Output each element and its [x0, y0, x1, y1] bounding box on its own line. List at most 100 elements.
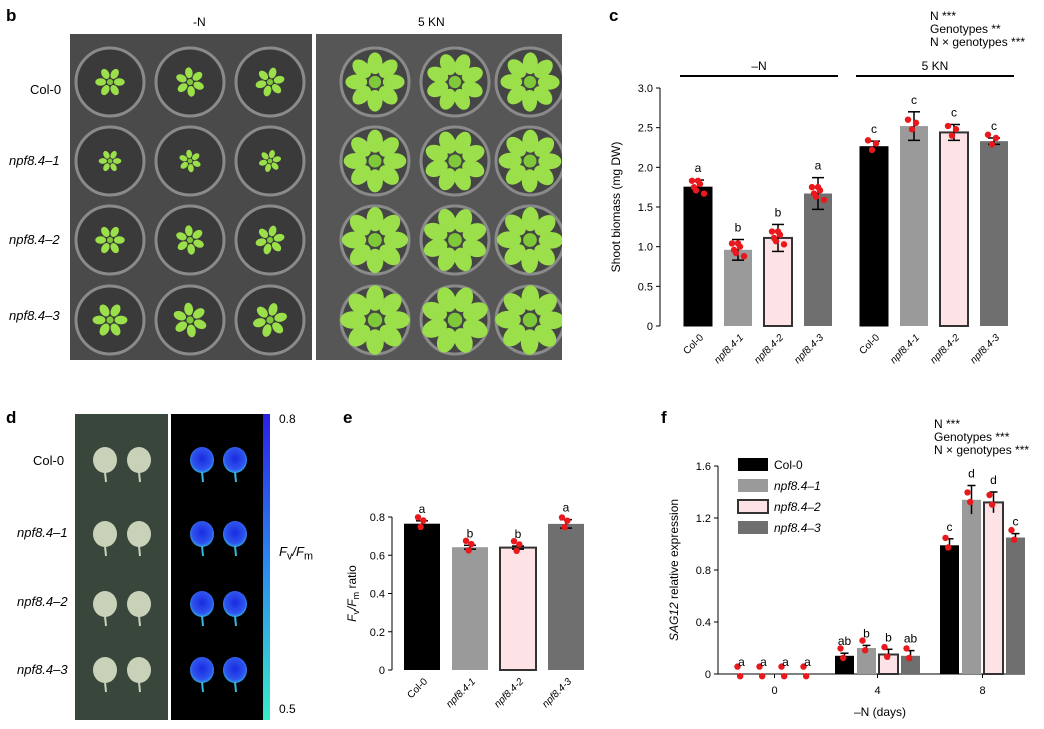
rosette-leaf	[366, 206, 384, 232]
chart-f-bar	[983, 501, 1004, 676]
chart-f-y-tick-label: 0	[705, 669, 711, 681]
chart-f-sig-letter: a	[738, 655, 745, 669]
rosette-center	[523, 233, 537, 247]
chart-f-legend-label: npf8.4–3	[774, 521, 821, 535]
chart-f-y-tick-label: 0.8	[696, 565, 711, 577]
panel-b-condition-minus-n: -N	[193, 15, 206, 29]
chart-c-sig-letter: c	[911, 93, 917, 107]
chart-c-group-label: 5 KN	[922, 59, 949, 73]
rosette-leaf	[422, 318, 447, 338]
fluorescent-petiole	[234, 681, 237, 693]
rosette-leaf	[103, 150, 110, 159]
rosette-leaf	[507, 85, 526, 105]
panel-d-row-label-npf3: npf8.4–3	[17, 662, 68, 677]
chart-f-x-tick-label: 0	[771, 685, 777, 697]
rosette-leaf	[539, 311, 562, 330]
fluorescent-petiole	[234, 471, 237, 483]
rosette-leaf	[101, 68, 110, 79]
rosette-leaf	[379, 244, 401, 266]
fluorescent-leaf	[190, 447, 214, 473]
chart-e-sig-letter: a	[563, 501, 570, 515]
fluorescent-petiole	[201, 681, 204, 693]
chart-e-data-point	[414, 514, 422, 521]
rosette-leaf	[256, 306, 268, 318]
rosette-leaf	[193, 308, 205, 319]
rosette-leaf	[110, 85, 119, 96]
rosette-leaf	[191, 153, 200, 161]
chart-f-data-point	[861, 647, 869, 654]
rosette-leaf	[521, 206, 539, 232]
fluorescent-leaf	[223, 447, 247, 473]
panel-d-row-label-npf1: npf8.4–1	[17, 525, 68, 540]
chart-c-x-tick-label: npf8.4-3	[968, 332, 1002, 366]
rosette-center	[266, 78, 274, 86]
chart-c-x-tick-label: npf8.4-1	[712, 332, 746, 366]
rosette-leaf	[263, 243, 272, 255]
rosette-leaf	[187, 163, 194, 173]
rosette-leaf	[453, 328, 473, 353]
rosette-leaf	[522, 89, 538, 112]
chart-c-data-point	[700, 190, 708, 197]
chart-e-y-tick-label: 0.2	[370, 627, 385, 639]
rosette-leaf	[187, 85, 195, 97]
rosette-leaf	[496, 231, 522, 249]
chart-f-sig-letter: b	[885, 630, 892, 644]
rosette-leaf	[114, 315, 128, 325]
chart-c-y-tick-label: 1.0	[638, 242, 653, 254]
chart-f-legend-label: npf8.4–2	[774, 500, 821, 514]
colorbar-title-sub-v: v	[286, 550, 293, 563]
chart-e-data-point	[516, 541, 523, 548]
chart-c-data-point	[904, 116, 912, 123]
chart-c: 0 0.5 1.0 1.5 2.0 2.5 3.0 Shoot biomass (mg DW)…	[609, 59, 1014, 366]
rosette-leaf	[534, 324, 557, 347]
rosette-leaf	[113, 78, 125, 86]
rosette-leaf	[110, 304, 121, 317]
chart-c-data-point	[814, 183, 822, 191]
panel-b-row-label-npf2: npf8.4–2	[9, 232, 60, 247]
chart-c-y-tick-label: 2.0	[638, 162, 653, 174]
rosette-leaf	[500, 74, 523, 90]
rosette-leaf	[274, 312, 287, 322]
panel-c-stat-n: N ***	[930, 9, 957, 23]
chart-c-x-tick-label: npf8.4-2	[928, 332, 962, 366]
chart-f-data-point	[802, 673, 810, 680]
rosette-leaf	[379, 324, 402, 347]
chart-c-bar	[724, 249, 752, 326]
rosette-center	[107, 158, 113, 164]
chart-e-data-point	[468, 540, 475, 548]
chart-f-bar	[962, 499, 981, 674]
chart-e: 0 0.2 0.4 0.6 0.8 Fv/Fm ratio a Col-0 b npf8.4-1 b…	[345, 501, 584, 710]
colorbar-min-label: 0.5	[279, 702, 296, 716]
rosette-center	[368, 154, 382, 168]
panel-f-stats: N *** Genotypes *** N × genotypes ***	[934, 418, 1029, 457]
rosette-center	[106, 316, 114, 324]
rosette-leaf	[367, 129, 383, 153]
leaf-petiole	[104, 545, 107, 557]
chart-e-x-tick-label: Col-0	[405, 676, 430, 701]
rosette-leaf	[521, 169, 538, 193]
rosette-leaf	[461, 66, 483, 84]
chart-c-data-point	[728, 240, 736, 247]
rosette-center	[523, 154, 537, 168]
rosette-leaf	[382, 74, 405, 90]
chart-c-y-tick-label: 0	[647, 321, 653, 333]
chart-f-legend-swatch	[738, 521, 768, 534]
fluorescence-background	[171, 414, 263, 720]
rosette-leaf	[348, 324, 371, 347]
rosette-leaf	[265, 163, 272, 172]
rosette-center	[267, 158, 273, 164]
rosette-leaf	[193, 319, 207, 330]
chart-e-bar	[499, 546, 537, 671]
leaf-petiole	[138, 681, 141, 693]
rosette-leaf	[366, 248, 384, 274]
rosette-leaf	[185, 225, 193, 237]
chart-c-data-point	[908, 126, 916, 133]
rosette-leaf	[268, 67, 277, 79]
rosette-leaf	[187, 243, 195, 255]
chart-c-data-point	[952, 126, 960, 133]
chart-c-data-point	[868, 146, 876, 154]
rosette-leaf	[533, 86, 553, 105]
chart-c-group-label: –N	[751, 59, 766, 73]
rosette-leaf	[423, 238, 448, 257]
chart-c-sig-letter: c	[871, 122, 877, 136]
